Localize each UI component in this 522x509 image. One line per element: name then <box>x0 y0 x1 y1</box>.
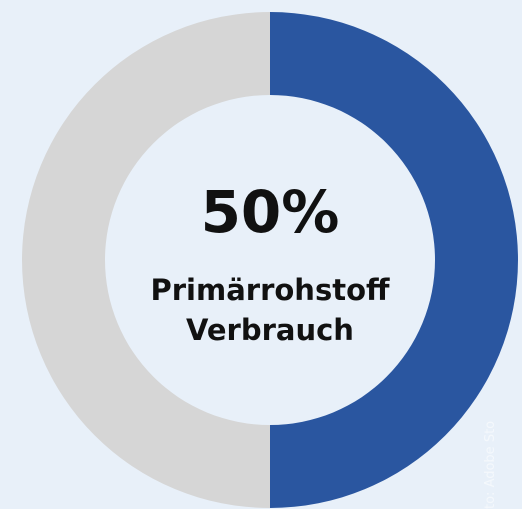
donut-segment <box>270 12 518 508</box>
center-label: Verbrauch <box>186 313 354 347</box>
donut <box>22 12 518 508</box>
center-value: 50% <box>201 178 340 246</box>
watermark: to: Adobe Sto <box>483 421 498 509</box>
donut-segment <box>22 12 270 508</box>
center-label: Primärrohstoff <box>151 273 391 307</box>
